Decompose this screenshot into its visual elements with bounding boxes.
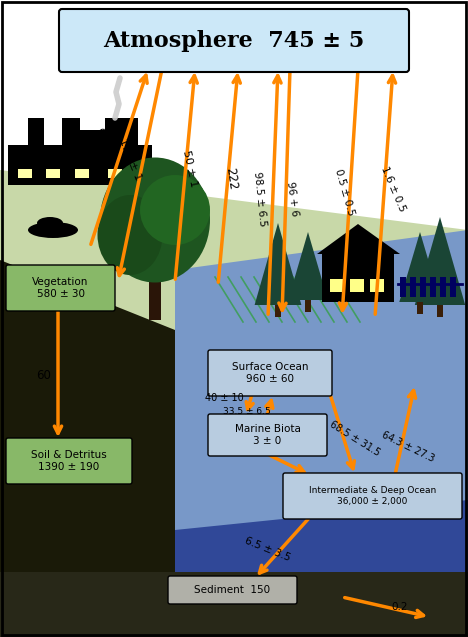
Bar [410,277,416,297]
Bar [330,279,344,292]
Bar [430,277,436,297]
FancyBboxPatch shape [283,473,462,519]
Text: 0.5 ± 0.5: 0.5 ± 0.5 [334,168,357,217]
Bar [417,302,423,314]
Bar [322,254,394,302]
Polygon shape [405,252,435,296]
Bar [0,572,468,637]
Text: Marine Biota
3 ± 0: Marine Biota 3 ± 0 [234,424,300,446]
Ellipse shape [100,157,210,282]
FancyBboxPatch shape [208,350,332,396]
Bar [440,277,446,297]
Text: 96 + 6: 96 + 6 [285,181,300,217]
Text: 68.5 ± 31.5: 68.5 ± 31.5 [328,420,382,459]
Polygon shape [288,232,328,300]
Text: 40 ± 10: 40 ± 10 [205,393,243,403]
FancyBboxPatch shape [168,576,297,604]
Bar [350,279,364,292]
Polygon shape [261,246,295,298]
Text: 98.5 ± 6.5: 98.5 ± 6.5 [252,171,268,227]
Bar [437,305,443,317]
Polygon shape [294,251,322,294]
Text: 6.1: 6.1 [91,125,113,148]
Bar [75,169,89,178]
Text: Soil & Detritus
1390 ± 190: Soil & Detritus 1390 ± 190 [31,450,107,472]
Text: 60: 60 [37,368,51,382]
Ellipse shape [140,175,210,245]
FancyBboxPatch shape [59,9,409,72]
Text: 222: 222 [223,167,239,191]
Text: 50 ± 1: 50 ± 1 [181,150,199,189]
Text: 1.6 ± 0.5: 1.6 ± 0.5 [379,165,407,213]
Polygon shape [317,224,400,254]
Bar [108,169,122,178]
Polygon shape [298,264,318,290]
Polygon shape [427,259,453,292]
Text: Intermediate & Deep Ocean
36,000 ± 2,000: Intermediate & Deep Ocean 36,000 ± 2,000 [309,486,436,506]
Bar [420,277,426,297]
Polygon shape [409,266,431,292]
Text: 0.2: 0.2 [392,602,408,612]
Ellipse shape [28,222,78,238]
Polygon shape [175,500,468,637]
Bar [305,300,311,312]
Ellipse shape [97,195,162,275]
Text: 33.5 ± 6.5: 33.5 ± 6.5 [223,406,271,415]
Text: Surface Ocean
960 ± 60: Surface Ocean 960 ± 60 [232,362,308,384]
Polygon shape [255,223,301,305]
Ellipse shape [37,217,63,229]
Polygon shape [422,241,458,297]
Bar [400,277,406,297]
Bar [18,169,32,178]
Bar [46,169,60,178]
Polygon shape [175,230,468,637]
Bar [450,277,456,297]
Bar [275,305,281,317]
Polygon shape [415,217,465,305]
Polygon shape [399,232,441,302]
Text: 110 ± 1: 110 ± 1 [117,136,143,182]
Bar [149,240,161,320]
Polygon shape [266,262,290,293]
FancyBboxPatch shape [6,438,132,484]
Text: Vegetation
580 ± 30: Vegetation 580 ± 30 [32,277,89,299]
Text: Atmosphere  745 ± 5: Atmosphere 745 ± 5 [103,29,365,52]
Text: 64.3 ± 27.3: 64.3 ± 27.3 [380,430,436,464]
FancyBboxPatch shape [208,414,327,456]
Bar [370,279,384,292]
Polygon shape [8,118,152,185]
Polygon shape [0,260,175,637]
Polygon shape [0,170,468,637]
FancyBboxPatch shape [6,265,115,311]
Text: Sediment  150: Sediment 150 [194,585,271,595]
Text: 6.5 ± 3.5: 6.5 ± 3.5 [244,535,292,562]
